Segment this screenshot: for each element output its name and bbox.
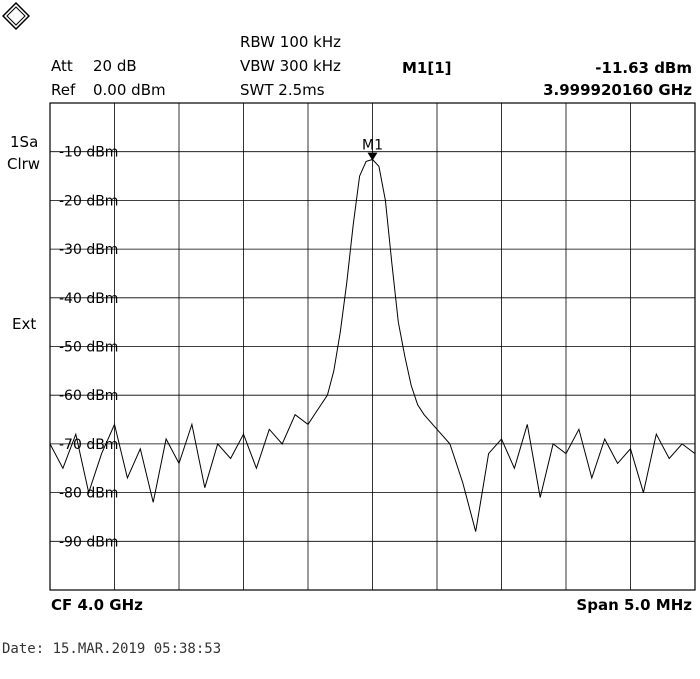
y-tick-label: -70 dBm <box>59 437 118 453</box>
marker-m1: M1 <box>362 138 383 161</box>
att-label: Att <box>51 57 73 75</box>
marker-triangle <box>367 152 378 161</box>
marker-label: M1 <box>362 138 383 154</box>
swt-readout: SWT 2.5ms <box>240 81 325 99</box>
y-tick-label: -40 dBm <box>59 291 118 307</box>
y-tick-label: -10 dBm <box>59 145 118 161</box>
y-tick-labels: -10 dBm -20 dBm -30 dBm -40 dBm -50 dBm -60 d… <box>59 145 118 551</box>
y-tick-label: -30 dBm <box>59 242 118 258</box>
y-tick-label: -20 dBm <box>59 193 118 209</box>
att-value: 20 dB <box>93 57 137 75</box>
trace-mode-label: 1Sa <box>10 133 39 151</box>
y-tick-label: -90 dBm <box>59 534 118 550</box>
rbw-readout: RBW 100 kHz <box>240 33 342 51</box>
ref-label: Ref <box>51 81 76 99</box>
ext-reference-label: Ext <box>12 315 37 333</box>
y-tick-label: -50 dBm <box>59 340 118 356</box>
grid <box>49 102 696 591</box>
brand-logo <box>1 1 31 34</box>
ref-value: 0.00 dBm <box>93 81 166 99</box>
span-readout: Span 5.0 MHz <box>576 596 692 614</box>
marker-frequency: 3.999920160 GHz <box>543 81 692 99</box>
trace-detector-label: Clrw <box>7 155 41 173</box>
y-tick-label: -60 dBm <box>59 388 118 404</box>
marker-level: -11.63 dBm <box>595 59 692 77</box>
date-stamp: Date: 15.MAR.2019 05:38:53 <box>2 641 222 657</box>
center-frequency: CF 4.0 GHz <box>51 596 143 614</box>
vbw-readout: VBW 300 kHz <box>240 57 341 75</box>
marker-name: M1[1] <box>402 59 452 77</box>
